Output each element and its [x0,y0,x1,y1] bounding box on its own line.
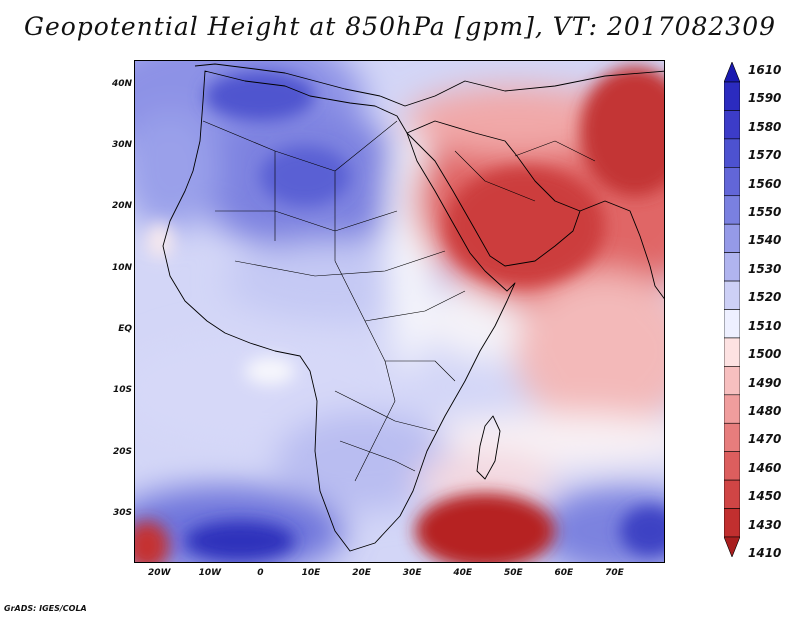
x-tick-label: 20W [148,568,171,578]
x-tick-label: 20E [352,568,371,578]
colorbar-label: 1520 [748,290,782,305]
colorbar-label: 1550 [748,204,782,219]
colorbar-label: 1430 [748,517,782,532]
x-tick-label: 40E [453,568,473,578]
india-coastline [579,200,664,300]
arabian-peninsula-coastline [406,120,581,267]
colorbar-label: 1470 [748,432,782,447]
colorbar-label: 1590 [748,91,782,106]
colorbar-label: 1570 [748,148,782,163]
colorbar-bottom-triangle [724,536,740,557]
colorbar-segment [724,479,740,509]
colorbar-top-triangle [724,62,740,83]
map-canvas [135,61,664,562]
madagascar-south-low [415,493,555,562]
colorbar-label: 1580 [748,119,782,134]
x-tick-label: 50E [503,568,523,578]
south-atlantic-core [185,521,295,561]
colorbar-segment [724,394,740,424]
arabian-sea-region [515,271,664,431]
colorbar-segment [724,309,740,339]
colorbar-segment [724,451,740,481]
colorbar-label: 1540 [748,233,782,248]
height-field-detail [135,66,664,562]
europe-coastline [194,63,664,107]
mediterranean-core [205,71,315,121]
colorbar-label: 1490 [748,375,782,390]
x-tick-label: 10E [301,568,321,578]
africa-coastline [162,70,516,552]
arabian-heat-low [445,166,605,286]
levant-region [405,86,625,156]
country-borders [202,120,596,482]
colorbar-segment [724,252,740,282]
y-tick-label: 10S [112,385,132,396]
plot-title: Geopotential Height at 850hPa [gpm], VT:… [23,12,777,41]
y-tick-label: 40N [111,78,132,89]
colorbar-segment [724,167,740,197]
atlantic-northeast-region [135,111,220,231]
indian-ocean-core [620,506,664,556]
southwest-corner-low [135,521,169,562]
colorbar-label: 1410 [748,546,782,561]
colorbar-segment [724,422,740,452]
y-tick-label: 30N [111,139,132,150]
x-tick-label: 70E [605,568,624,578]
colorbar [724,62,740,557]
colorbar-label: 1460 [748,460,782,475]
colorbar-label: 1610 [748,62,782,77]
colorbar-segment [724,195,740,225]
colorbar-segment [724,81,740,111]
agulhas-band [415,451,555,511]
madagascar-coastline [476,415,501,480]
colorbar-segment [724,110,740,140]
colorbar-segment [724,138,740,168]
colorbar-segment [724,280,740,310]
x-tick-label: 0 [257,568,264,578]
y-tick-label: 10N [111,262,132,273]
pakistan-low [580,66,664,196]
x-tick-label: 10W [198,568,222,578]
sahara-core [260,146,350,206]
colorbar-label: 1480 [748,404,782,419]
y-tick-label: EQ [118,323,132,334]
colorbar-label: 1450 [748,489,782,504]
credit-label: GrADS: IGES/COLA [4,604,87,613]
y-tick-label: 20S [112,446,132,457]
colorbar-label: 1500 [748,347,782,362]
colorbar-segment [724,337,740,367]
colorbar-segment [724,366,740,396]
x-tick-label: 60E [554,568,574,578]
west-africa-coast-patch [146,223,174,259]
gulf-of-guinea-patch [245,357,295,385]
map-panel [134,60,665,563]
y-tick-label: 20N [111,201,132,212]
colorbar-label: 1560 [748,176,782,191]
colorbar-label: 1530 [748,261,782,276]
colorbar-segment [724,508,740,538]
x-tick-label: 30E [402,568,422,578]
coastlines [162,63,664,552]
y-tick-label: 30S [112,507,132,518]
colorbar-segment [724,223,740,253]
colorbar-label: 1510 [748,318,782,333]
